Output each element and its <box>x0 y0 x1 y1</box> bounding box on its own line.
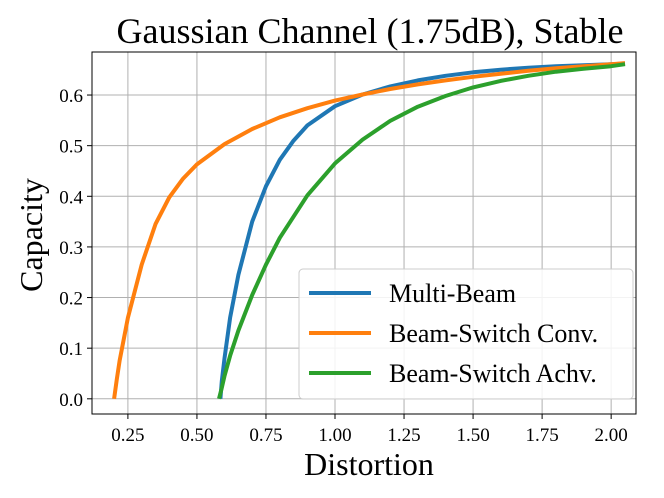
y-tick-label: 0.4 <box>59 187 83 208</box>
x-tick-label: 1.75 <box>525 425 558 446</box>
y-axis-label: Capacity <box>13 178 49 292</box>
y-tick-label: 0.2 <box>59 289 83 310</box>
legend-label: Beam-Switch Achv. <box>389 359 597 388</box>
series-line-2 <box>112 61 626 400</box>
series-line-3 <box>217 62 626 400</box>
plot-frame <box>91 51 637 415</box>
grid <box>92 52 636 414</box>
x-tick-label: 0.75 <box>249 425 282 446</box>
x-tick-label: 1.25 <box>387 425 420 446</box>
y-axis-ticks: 0.0 0.1 0.2 0.3 0.4 0.5 0.6 <box>59 86 92 411</box>
x-tick-label: 0.50 <box>180 425 213 446</box>
chart-title: Gaussian Channel (1.75dB), Stable <box>117 11 624 51</box>
y-tick-label: 0.5 <box>59 137 83 158</box>
legend-label: Multi-Beam <box>389 279 516 308</box>
y-tick-label: 0.6 <box>59 86 83 107</box>
legend-label: Beam-Switch Conv. <box>389 319 598 348</box>
series-lines <box>112 61 626 400</box>
x-tick-label: 2.00 <box>595 425 628 446</box>
y-tick-label: 0.3 <box>59 238 83 259</box>
y-tick-label: 0.0 <box>59 390 83 411</box>
x-tick-label: 1.50 <box>456 425 489 446</box>
x-tick-label: 1.00 <box>318 425 351 446</box>
x-axis-ticks: 0.25 0.50 0.75 1.00 1.25 1.50 1.75 2.00 <box>111 414 628 446</box>
legend-box <box>298 268 634 400</box>
x-axis-label: Distortion <box>304 446 434 482</box>
legend: Multi-Beam Beam-Switch Conv. Beam-Switch A… <box>298 268 634 400</box>
series-line-1 <box>218 61 626 399</box>
x-tick-label: 0.25 <box>111 425 144 446</box>
y-tick-label: 0.1 <box>59 339 83 360</box>
